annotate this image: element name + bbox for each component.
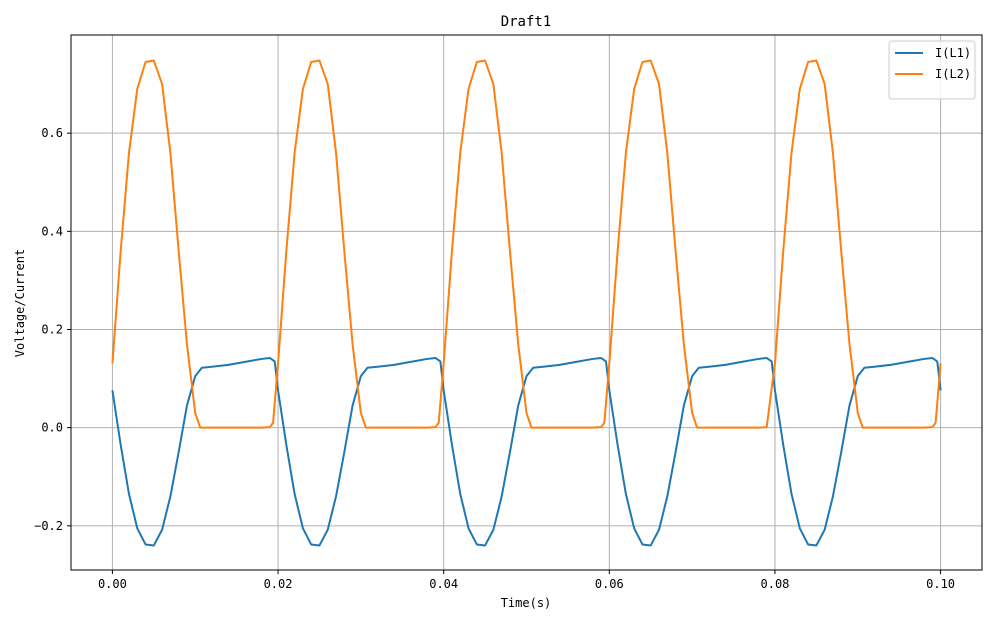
x-tick-label: 0.00 bbox=[98, 577, 127, 591]
x-axis-label: Time(s) bbox=[501, 596, 552, 610]
grid-layer bbox=[71, 35, 982, 570]
x-tick-label: 0.08 bbox=[761, 577, 790, 591]
x-tick-label: 0.10 bbox=[926, 577, 955, 591]
tick-layer: 0.00 0.02 0.04 0.06 0.08 0.10 −0.2 0.0 0.2 0.4 0.6 bbox=[34, 126, 955, 591]
series-line-2 bbox=[111, 59, 942, 429]
plot-frame bbox=[70, 34, 983, 571]
series-line-1 bbox=[111, 356, 942, 547]
y-tick-label: −0.2 bbox=[34, 519, 63, 533]
y-axis-label: Voltage/Current bbox=[13, 249, 27, 357]
chart-title: Draft1 bbox=[501, 14, 552, 30]
legend: I(L1) I(L2) bbox=[888, 40, 976, 100]
legend-box bbox=[888, 40, 976, 100]
series-layer bbox=[111, 59, 942, 547]
y-tick-label: 0.4 bbox=[41, 224, 63, 238]
x-tick-label: 0.04 bbox=[429, 577, 458, 591]
legend-label-2: I(L2) bbox=[935, 67, 971, 81]
y-tick-label: 0.0 bbox=[41, 421, 63, 435]
legend-label-1: I(L1) bbox=[935, 46, 971, 60]
x-tick-label: 0.06 bbox=[595, 577, 624, 591]
y-tick-label: 0.2 bbox=[41, 322, 63, 336]
y-tick-label: 0.6 bbox=[41, 126, 63, 140]
x-tick-label: 0.02 bbox=[264, 577, 293, 591]
